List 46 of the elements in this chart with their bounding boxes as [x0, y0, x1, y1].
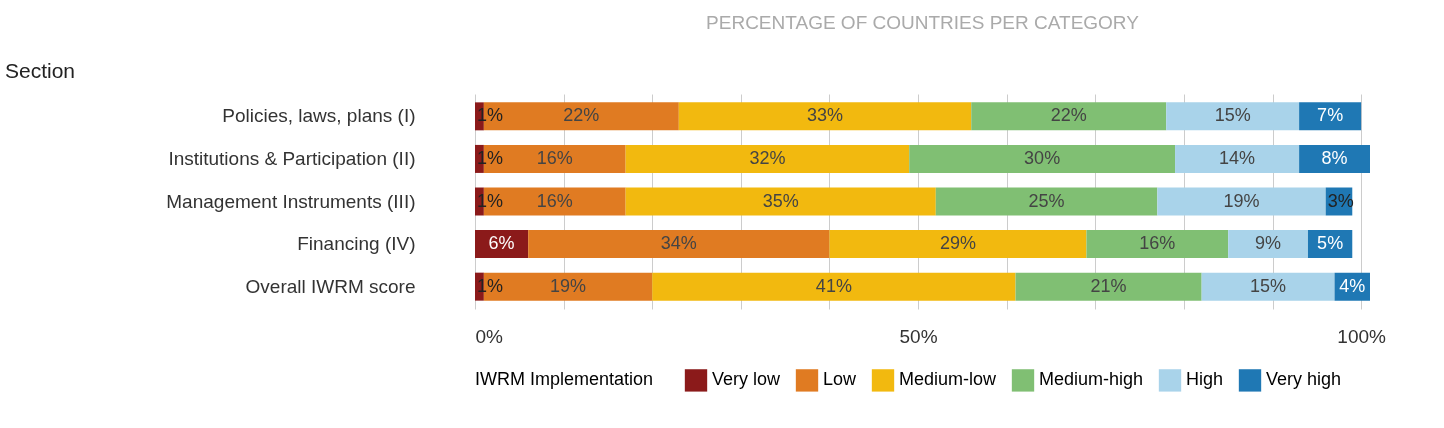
data-label: 35% — [762, 190, 799, 211]
data-label: 22% — [563, 105, 600, 126]
data-label: 21% — [1090, 275, 1127, 296]
y-tick-label: Overall IWRM score — [245, 275, 416, 297]
data-label: 8% — [1321, 147, 1348, 168]
data-label: 22% — [1050, 105, 1087, 126]
data-label: 33% — [807, 105, 844, 126]
data-label: 25% — [1028, 190, 1065, 211]
legend-label: Medium-low — [899, 369, 998, 390]
data-label: 1% — [477, 275, 504, 296]
data-label: 9% — [1255, 233, 1282, 254]
data-label: 34% — [660, 233, 697, 254]
legend-title: IWRM Implementation — [475, 369, 654, 389]
data-label: 41% — [815, 275, 852, 296]
legend-label: Very high — [1266, 369, 1342, 390]
legend-label: Low — [823, 369, 858, 390]
data-label: 5% — [1317, 233, 1344, 254]
legend-label: High — [1186, 369, 1224, 390]
data-label: 6% — [488, 233, 515, 254]
data-label: 1% — [477, 190, 504, 211]
data-label: 29% — [939, 233, 976, 254]
data-label: 32% — [749, 147, 786, 168]
data-label: 15% — [1214, 105, 1251, 126]
data-label: 15% — [1250, 275, 1287, 296]
y-tick-label: Management Instruments (III) — [166, 190, 416, 212]
data-label: 14% — [1219, 147, 1256, 168]
data-label: 4% — [1339, 275, 1366, 296]
data-label: 19% — [1223, 190, 1260, 211]
data-label: 7% — [1317, 105, 1344, 126]
legend-label: Medium-high — [1039, 369, 1144, 390]
x-tick-label: 100% — [1337, 325, 1387, 347]
x-tick-label: 0% — [475, 325, 504, 347]
text: Section — [5, 59, 76, 82]
data-label: 1% — [477, 105, 504, 126]
data-label: 16% — [536, 190, 573, 211]
data-label: 30% — [1024, 147, 1061, 168]
data-label: 16% — [1139, 233, 1176, 254]
x-tick-label: 50% — [899, 325, 938, 347]
y-tick-label: Policies, laws, plans (I) — [222, 105, 416, 127]
y-tick-label: Financing (IV) — [297, 233, 416, 255]
chart-title: PERCENTAGE OF COUNTRIES PER CATEGORY — [706, 12, 1140, 33]
legend-label: Very low — [712, 369, 782, 390]
data-label: 1% — [477, 147, 504, 168]
y-tick-label: Institutions & Participation (II) — [168, 147, 416, 169]
data-label: 19% — [550, 275, 587, 296]
data-label: 16% — [536, 147, 573, 168]
